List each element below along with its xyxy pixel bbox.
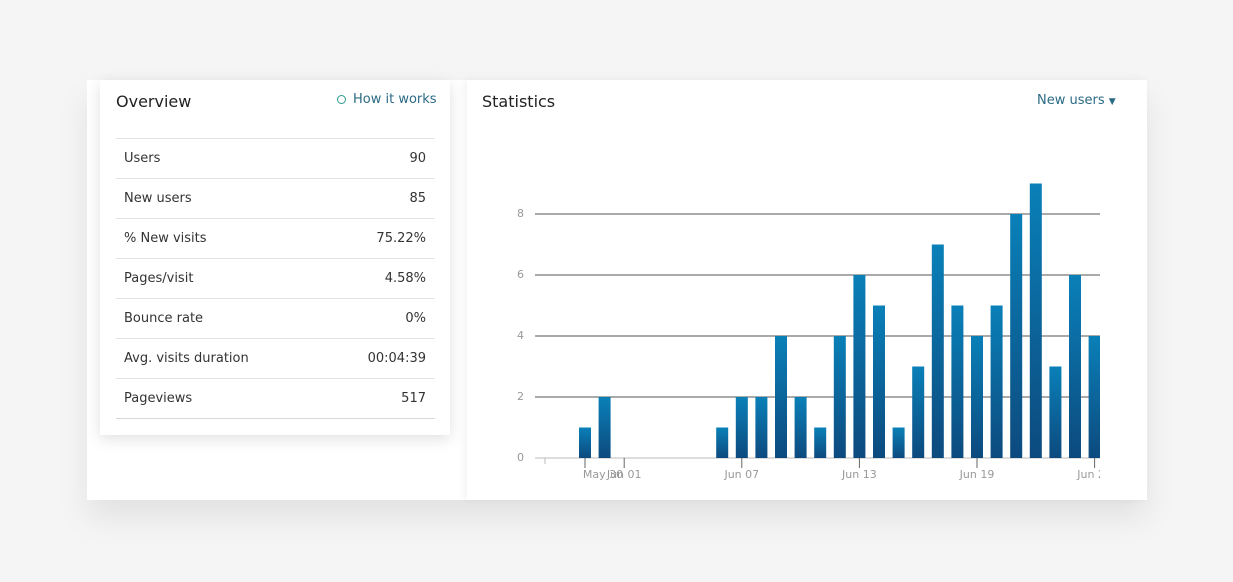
bar [794, 397, 807, 458]
bar [735, 397, 748, 458]
row-value: 0% [405, 311, 426, 326]
table-row: Pageviews 517 [116, 378, 435, 419]
y-tick-label: 0 [517, 451, 524, 464]
x-tick-label: Jun 07 [723, 468, 759, 481]
bar [971, 336, 983, 458]
row-label: New users [124, 191, 192, 206]
bar [755, 397, 768, 458]
bar [775, 336, 787, 458]
row-label: Users [124, 151, 161, 166]
table-row: Users 90 [116, 138, 435, 179]
row-label: Pages/visit [124, 271, 194, 286]
table-bottom [116, 418, 435, 419]
row-label: Bounce rate [124, 311, 204, 326]
bar [1010, 214, 1023, 458]
dropdown-caret[interactable]: ▼ [1108, 97, 1116, 107]
bar [1049, 366, 1062, 458]
metric-dropdown[interactable]: New users ▼ [1037, 93, 1116, 108]
x-tick-label: Jun 19 [959, 468, 995, 481]
table-row: New users 85 [116, 178, 435, 219]
row-label: Pageviews [124, 391, 193, 406]
x-tick-label: May 30 [583, 468, 623, 481]
table-row: % New visits 75.22% [116, 218, 435, 259]
bar [579, 427, 591, 458]
bar [833, 336, 846, 458]
row-value: 517 [401, 391, 426, 406]
y-tick-label: 2 [517, 390, 524, 403]
bar [931, 244, 944, 458]
y-tick-label: 6 [517, 268, 524, 281]
bar [951, 305, 964, 458]
row-value: 75.22% [376, 231, 426, 246]
x-tick-label: Jun 13 [841, 468, 877, 481]
table-row: Pages/visit 4.58% [116, 258, 435, 299]
row-label: % New visits [124, 231, 207, 246]
bar [912, 366, 925, 458]
statistics-panel: Statistics New users ▼ May 30 Jun 01 Jun 0… [467, 80, 1147, 500]
bar [892, 427, 905, 458]
y-tick-label: 4 [517, 329, 524, 342]
overview-title: Overview [116, 92, 192, 111]
statistics-title: Statistics [482, 92, 556, 111]
bar [1088, 336, 1100, 458]
overview-panel: Overview How it works Users 90 New users 85… [100, 80, 450, 435]
row-value: 4.58% [384, 271, 426, 286]
bar [716, 427, 729, 458]
table-row: Avg. visits duration 00:04:39 [116, 338, 435, 379]
bar [1069, 275, 1081, 458]
bar [990, 305, 1003, 458]
bar [598, 397, 611, 458]
bar [873, 305, 885, 458]
row-value: 85 [409, 191, 426, 206]
bar [853, 275, 866, 458]
bar [1029, 183, 1042, 458]
x-tick-label: Jun 25 [1076, 468, 1112, 481]
y-tick-label: 8 [517, 207, 524, 220]
info-icon [337, 95, 346, 104]
row-value: 90 [409, 151, 426, 166]
dropdown-label[interactable]: New users [1037, 93, 1105, 108]
table-row: Bounce rate 0% [116, 298, 435, 339]
row-value: 00:04:39 [367, 351, 426, 366]
x-tick-label: Jun 01 [606, 468, 642, 481]
bar [814, 427, 827, 458]
row-label: Avg. visits duration [124, 351, 249, 366]
how-it-works-link[interactable]: How it works [353, 92, 437, 107]
